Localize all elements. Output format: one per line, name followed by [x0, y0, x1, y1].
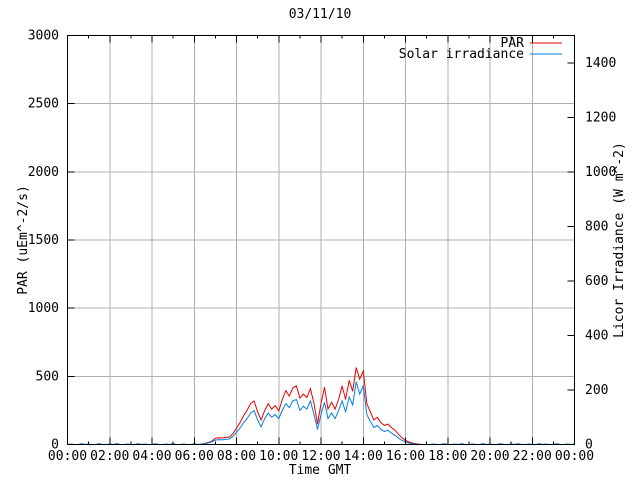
y-axis-label-left: PAR (uEm^-2/s) — [16, 185, 31, 295]
y-left-tick-label: 500 — [36, 369, 59, 384]
x-tick-label: 20:00 — [470, 449, 509, 464]
x-tick-label: 04:00 — [132, 449, 171, 464]
y-left-tick-label: 1500 — [28, 233, 59, 248]
x-tick-label: 00:00 — [48, 449, 87, 464]
x-axis-label: Time GMT — [289, 463, 352, 478]
grid-layer — [67, 35, 575, 445]
x-tick-label: 12:00 — [301, 449, 340, 464]
x-tick-label: 08:00 — [217, 449, 256, 464]
y-left-tick-label: 0 — [51, 438, 59, 453]
legend-label-par: PAR — [501, 36, 525, 51]
x-tick-label: 18:00 — [428, 449, 467, 464]
y-right-tick-label: 800 — [585, 219, 608, 234]
x-tick-label: 10:00 — [259, 449, 298, 464]
tick-labels-layer: 00:00 02:00 04:00 06:00 08:00 10:00 12:00 14:00… — [28, 29, 617, 465]
x-tick-label: 14:00 — [344, 449, 383, 464]
y-axis-label-right: Licor Irradiance (W m^-2) — [612, 142, 627, 338]
y-right-tick-label: 0 — [585, 438, 593, 453]
y-right-tick-label: 1000 — [585, 165, 616, 180]
x-tick-label: 02:00 — [90, 449, 129, 464]
y-right-tick-label: 1400 — [585, 56, 616, 71]
x-tick-label: 06:00 — [175, 449, 214, 464]
axes-layer — [67, 35, 575, 445]
legend-label-solar-irradiance: Solar irradiance — [399, 47, 524, 62]
y-right-tick-label: 1200 — [585, 110, 616, 125]
x-tick-label: 00:00 — [555, 449, 594, 464]
y-right-tick-label: 400 — [585, 328, 608, 343]
y-right-tick-label: 600 — [585, 274, 608, 289]
legend: PAR Solar irradiance — [399, 36, 562, 62]
y-left-tick-label: 2000 — [28, 165, 59, 180]
x-tick-label: 16:00 — [386, 449, 425, 464]
y-left-tick-label: 3000 — [28, 29, 59, 44]
y-left-tick-label: 2500 — [28, 97, 59, 112]
x-tick-label: 22:00 — [513, 449, 552, 464]
y-left-tick-label: 1000 — [28, 301, 59, 316]
y-right-tick-label: 200 — [585, 383, 608, 398]
chart-title: 03/11/10 — [289, 7, 352, 22]
